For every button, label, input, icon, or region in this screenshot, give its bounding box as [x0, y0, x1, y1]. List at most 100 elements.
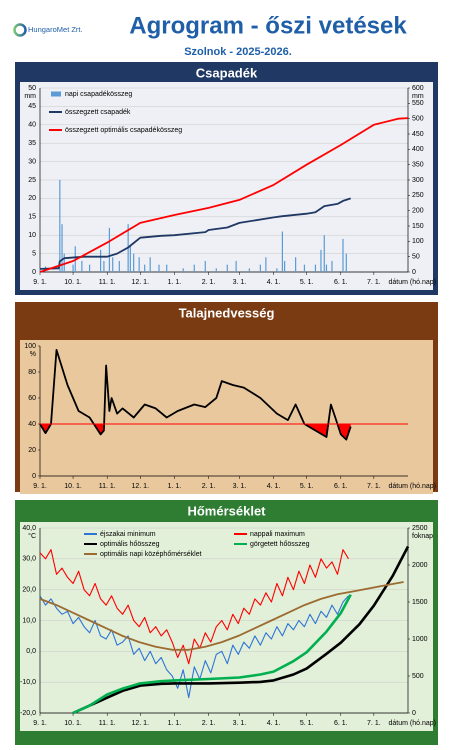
y2-tick-label: 100	[412, 238, 424, 245]
x-tick-label: 10. 1.	[64, 279, 82, 286]
y-tick-label: 35	[28, 140, 36, 147]
x-tick-label: 4. 1.	[267, 279, 281, 286]
series-line	[72, 593, 352, 715]
y-axis-label: °C	[28, 532, 36, 540]
bar	[144, 264, 146, 272]
bar	[81, 260, 83, 272]
chart-title: Talajnedvesség	[179, 305, 275, 320]
bar	[265, 257, 267, 272]
x-tick-label: 2. 1.	[202, 483, 216, 490]
y2-tick-label: 0	[412, 710, 416, 717]
y2-tick-label: 200	[412, 208, 424, 215]
y2-tick-label: 450	[412, 131, 424, 138]
x-axis-label: dátum (hó.nap)	[389, 720, 436, 727]
y-tick-label: 45	[28, 103, 36, 110]
logo-text: HungaroMet Zrt.	[28, 25, 83, 34]
bar	[226, 264, 228, 272]
bar	[248, 268, 250, 272]
x-tick-label: 5. 1.	[300, 483, 314, 490]
bar	[158, 264, 160, 272]
bar	[39, 268, 41, 272]
x-tick-label: 9. 1.	[33, 279, 47, 286]
y-tick-label: 40	[28, 421, 36, 428]
series-line	[39, 349, 352, 441]
x-tick-label: 11. 1.	[99, 279, 116, 286]
chart-panel: Talajnedvesség 0 20 40 60 80 100 9. 1. 10. 1. 11.…	[15, 302, 438, 494]
y-tick-label: 10,0	[22, 617, 36, 624]
bar	[72, 264, 74, 272]
series-line	[39, 117, 409, 273]
y2-tick-label: 550	[412, 100, 424, 107]
y-tick-label: 25	[28, 177, 36, 184]
x-tick-label: 4. 1.	[267, 720, 281, 727]
x-tick-label: 12. 1.	[132, 483, 150, 490]
x-tick-label: 6. 1.	[334, 279, 348, 286]
bar	[331, 260, 333, 272]
bar	[99, 249, 102, 272]
x-tick-label: 1. 1.	[168, 279, 182, 286]
series-line	[39, 197, 351, 270]
y-tick-label: 20	[28, 195, 36, 202]
x-axis-label: dátum (hó.nap)	[389, 483, 436, 490]
bar	[129, 246, 131, 272]
x-tick-label: 12. 1.	[132, 720, 150, 727]
page-subtitle: Szolnok - 2025-2026.	[184, 46, 292, 58]
bar	[59, 180, 61, 272]
bar	[103, 260, 105, 272]
page-title: Agrogram - őszi vetések	[129, 12, 407, 39]
bar	[149, 257, 151, 272]
bar	[342, 238, 344, 272]
x-tick-label: 4. 1.	[267, 483, 281, 490]
x-tick-label: 3. 1.	[233, 720, 247, 727]
y2-tick-label: 1500	[412, 599, 428, 606]
bar	[295, 257, 297, 272]
y-tick-label: 20	[28, 447, 36, 454]
y2-axis-label: foknap	[412, 533, 433, 540]
x-axis-label: dátum (hó.nap)	[389, 279, 436, 286]
series-line	[39, 549, 349, 665]
x-tick-label: 3. 1.	[233, 483, 247, 490]
plot-background	[20, 522, 433, 731]
y-tick-label: 10	[28, 232, 36, 239]
x-tick-label: 3. 1.	[233, 279, 247, 286]
x-tick-label: 6. 1.	[334, 483, 348, 490]
y-tick-label: 30,0	[22, 556, 36, 563]
y-tick-label: 20,0	[22, 587, 36, 594]
x-tick-label: 5. 1.	[300, 279, 314, 286]
bar	[133, 253, 135, 272]
bar	[303, 264, 306, 272]
y2-tick-label: 2500	[412, 525, 428, 532]
x-tick-label: 7. 1.	[367, 483, 381, 490]
bar	[323, 235, 325, 272]
chart-title: Hőmérséklet	[187, 503, 266, 518]
y-tick-label: 100	[24, 343, 36, 350]
y-tick-label: 80	[28, 369, 36, 376]
y-axis-label: %	[30, 351, 36, 358]
series-line	[39, 595, 349, 699]
bar	[283, 260, 286, 272]
bar	[88, 264, 91, 272]
plot-background	[20, 82, 433, 290]
y-tick-label: 60	[28, 395, 36, 402]
y2-tick-label: 2000	[412, 562, 428, 569]
x-tick-label: 5. 1.	[300, 720, 314, 727]
y2-tick-label: 400	[412, 146, 424, 153]
legend-label: összegzett csapadék	[65, 109, 131, 116]
y2-tick-label: 500	[412, 673, 424, 680]
y-tick-label: 15	[28, 214, 36, 221]
bar	[193, 264, 195, 272]
x-tick-label: 7. 1.	[367, 279, 381, 286]
bar	[138, 257, 140, 272]
x-tick-label: 10. 1.	[64, 483, 82, 490]
bar	[108, 227, 111, 272]
legend-label: napi csapadékösszeg	[65, 91, 132, 98]
legend-label: nappali maximum	[250, 531, 305, 538]
bar	[61, 224, 63, 272]
x-tick-label: 9. 1.	[33, 720, 47, 727]
bar	[182, 268, 184, 272]
y2-tick-label: 50	[412, 254, 420, 261]
x-tick-label: 2. 1.	[202, 720, 216, 727]
legend-label: görgetett hőösszeg	[250, 541, 310, 548]
y-tick-label: -20,0	[20, 710, 36, 717]
y-tick-label: 50	[28, 85, 36, 92]
